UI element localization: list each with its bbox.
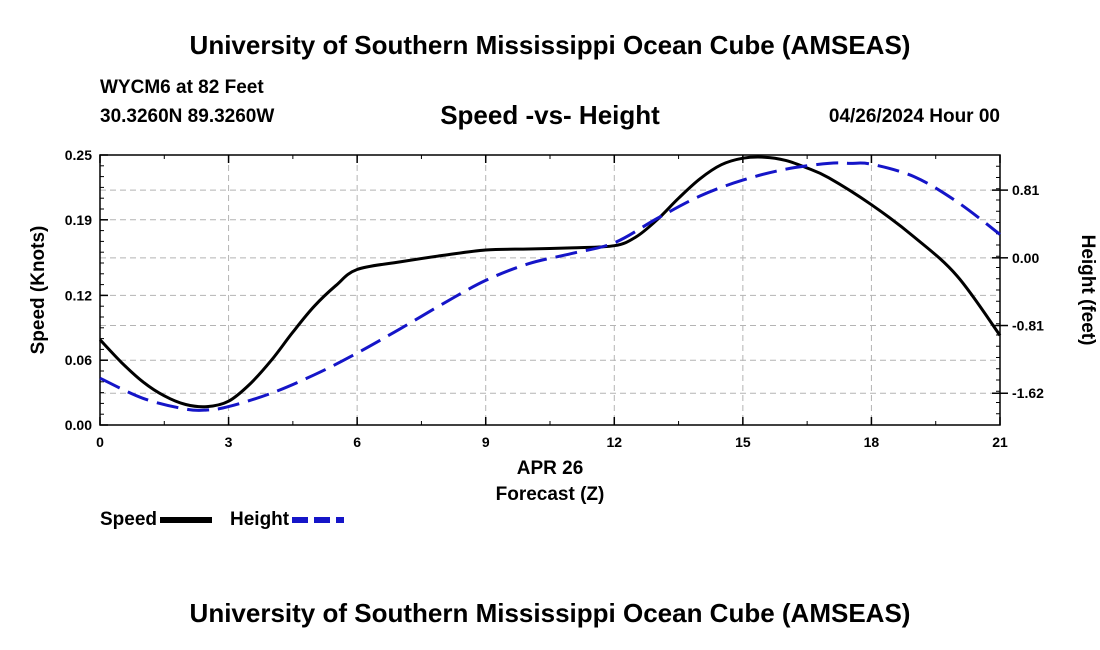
chart-title: University of Southern Mississippi Ocean…: [189, 30, 911, 60]
x-tick-label: 21: [992, 434, 1008, 450]
y-axis-label: Speed (Knots): [28, 226, 49, 355]
x-tick-label: 0: [96, 434, 104, 450]
x-tick-label: 3: [225, 434, 233, 450]
coordinates-label: 30.3260N 89.3260W: [100, 106, 275, 127]
plot-frame: [99, 154, 1001, 426]
legend: Speed Height: [100, 509, 344, 530]
series-line-height: [99, 161, 1001, 412]
y2-tick-label: -1.62: [1012, 385, 1044, 401]
x-tick-label: 18: [864, 434, 880, 450]
y-tick-label: 0.12: [65, 287, 92, 303]
station-label: WYCM6 at 82 Feet: [100, 77, 264, 98]
x-tick-label: 6: [353, 434, 361, 450]
y-tick-label: 0.06: [65, 352, 92, 368]
y2-tick-label: 0.81: [1012, 182, 1039, 198]
y-tick-label: 0.00: [65, 417, 92, 433]
grid-lines: [100, 154, 1000, 425]
x-tick-label: 9: [482, 434, 490, 450]
y-tick-label: 0.19: [65, 212, 92, 228]
axis-ticks: 0 3 6 9 12 15 18 21 0.00 0.06 0.12 0.19 0.25 -1.62 -0.…: [65, 147, 1044, 450]
y-tick-label: 0.25: [65, 147, 92, 163]
legend-label-height: Height: [230, 509, 290, 530]
x-tick-label: 12: [606, 434, 622, 450]
series-line-speed: [98, 155, 1002, 409]
legend-label-speed: Speed: [100, 509, 157, 530]
x-axis-date: APR 26: [517, 458, 584, 479]
y2-tick-label: 0.00: [1012, 250, 1039, 266]
chart-subtitle: Speed -vs- Height: [440, 100, 660, 130]
y2-tick-label: -0.81: [1012, 318, 1044, 334]
forecast-datetime: 04/26/2024 Hour 00: [828, 106, 1000, 127]
x-axis-label: Forecast (Z): [496, 484, 605, 505]
x-tick-label: 15: [735, 434, 751, 450]
y2-axis-label: Height (feet): [1077, 235, 1098, 346]
footer-title: University of Southern Mississippi Ocean…: [189, 598, 911, 628]
series-layer: [98, 155, 1002, 412]
